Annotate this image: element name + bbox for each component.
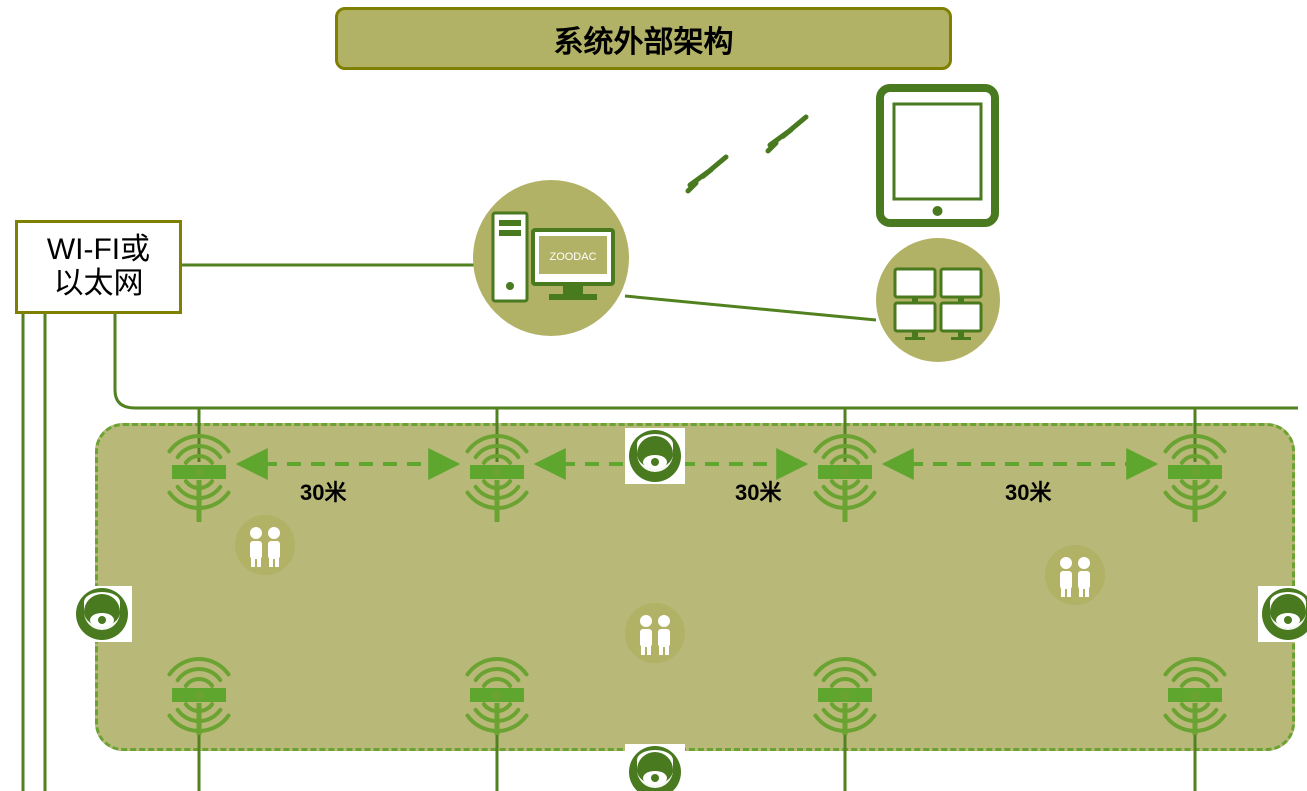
wifi-line2: 以太网 [47, 267, 150, 302]
distance-label: 30米 [300, 475, 346, 507]
distance-label: 30米 [1005, 475, 1051, 507]
distance-label: 30米 [735, 475, 781, 507]
title-box: 系统外部架构 [335, 7, 952, 70]
wifi-line1: WI-FI或 [47, 233, 150, 268]
svg-text:ZOODAC: ZOODAC [549, 251, 596, 263]
title-text: 系统外部架构 [554, 17, 734, 61]
coverage-zone [95, 423, 1295, 751]
wifi-ethernet-box: WI-FI或 以太网 [15, 220, 182, 314]
diagram-canvas: 系统外部架构 WI-FI或 以太网 30米 30米 30米 ZOODAC [0, 0, 1307, 791]
